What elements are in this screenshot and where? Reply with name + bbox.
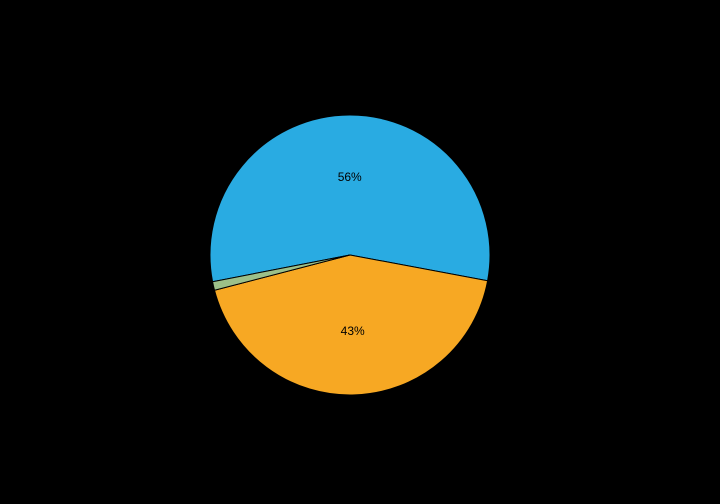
slice-label-line1: Ingen adj. behandling (440, 365, 555, 380)
slice-label-karboplatin: Karboplatin N=471 (270, 78, 430, 108)
slice-label-line1: Karboplatin (270, 78, 430, 93)
missing-values-text: 14 saknade värden (1.6 %) (545, 390, 707, 405)
slice-label-line2: N=367 (440, 380, 555, 395)
slice-label-line1: Annan (142, 269, 202, 284)
pie-slice-percent-karboplatin: 56% (338, 170, 362, 184)
y-axis-label: 2010-2014 (18, 232, 29, 280)
pie-chart: 56% 43% (210, 115, 490, 395)
slice-label-ingen-adj: Ingen adj. behandling N=367 (440, 365, 555, 395)
pie-svg: 56% 43% (210, 115, 490, 395)
pie-slice-percent-ingen-adj: 43% (341, 324, 365, 338)
slice-label-annan: Annan N=10 (142, 269, 202, 299)
chart-stage: 56% 43% Karboplatin N=471 Ingen adj. beha… (0, 0, 720, 504)
chart-caption: Andelar av totalantalet 848 (280, 472, 419, 484)
slice-label-line2: N=10 (142, 284, 202, 299)
slice-label-line2: N=471 (270, 93, 430, 108)
